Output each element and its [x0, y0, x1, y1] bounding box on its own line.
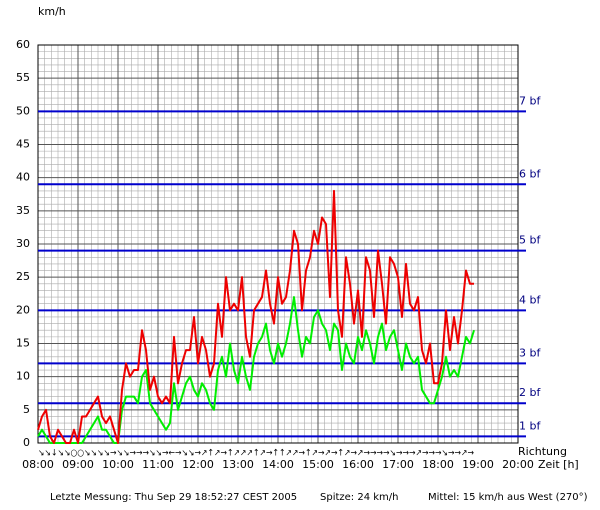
x-tick-label: 15:00	[302, 458, 334, 471]
x-tick-label: 12:00	[182, 458, 214, 471]
x-tick-label: 14:00	[262, 458, 294, 471]
beaufort-label: 5 bf	[519, 234, 541, 247]
y-tick-label: 10	[16, 370, 30, 383]
y-tick-label: 5	[23, 403, 30, 416]
y-tick-label: 55	[16, 71, 30, 84]
x-axis-label-time: Zeit [h]	[538, 458, 579, 471]
x-tick-label: 20:00	[502, 458, 534, 471]
x-tick-label: 19:00	[462, 458, 494, 471]
beaufort-label: 6 bf	[519, 167, 541, 180]
x-tick-label: 17:00	[382, 458, 414, 471]
y-tick-label: 15	[16, 337, 30, 350]
y-tick-label: 35	[16, 204, 30, 217]
y-tick-label: 60	[16, 38, 30, 51]
x-tick-label: 10:00	[102, 458, 134, 471]
y-tick-label: 0	[23, 436, 30, 449]
y-tick-label: 50	[16, 104, 30, 117]
x-tick-label: 08:00	[22, 458, 54, 471]
series-line	[37, 296, 475, 444]
x-tick-label: 09:00	[62, 458, 94, 471]
beaufort-label: 7 bf	[519, 94, 541, 107]
footer-last: Letzte Messung: Thu Sep 29 18:52:27 CEST…	[50, 492, 297, 503]
plot-border	[37, 44, 519, 444]
x-tick-label: 11:00	[142, 458, 174, 471]
series-line	[37, 189, 474, 444]
x-tick-label: 13:00	[222, 458, 254, 471]
x-tick-label: 18:00	[422, 458, 454, 471]
y-tick-label: 25	[16, 270, 30, 283]
direction-row: ↘↘↓↘↘○○↘↘↘↘→↘↘→→→↘↘→←→↘↘→↗↑↗→↑↗↗↗↑↗→↑↑↗↗…	[38, 449, 474, 459]
y-tick-label: 20	[16, 303, 30, 316]
footer-peak: Spitze: 24 km/h	[320, 492, 399, 503]
y-tick-label: 30	[16, 237, 30, 250]
y-tick-label: 45	[16, 138, 30, 151]
beaufort-label: 3 bf	[519, 346, 541, 359]
y-tick-label: 40	[16, 171, 30, 184]
y-axis-label: km/h	[38, 5, 66, 18]
beaufort-label: 4 bf	[519, 293, 541, 306]
footer-mean: Mittel: 15 km/h aus West (270°)	[428, 492, 588, 503]
beaufort-label: 1 bf	[519, 419, 541, 432]
x-axis-label-direction: Richtung	[518, 445, 567, 458]
x-tick-label: 16:00	[342, 458, 374, 471]
beaufort-label: 2 bf	[519, 386, 541, 399]
